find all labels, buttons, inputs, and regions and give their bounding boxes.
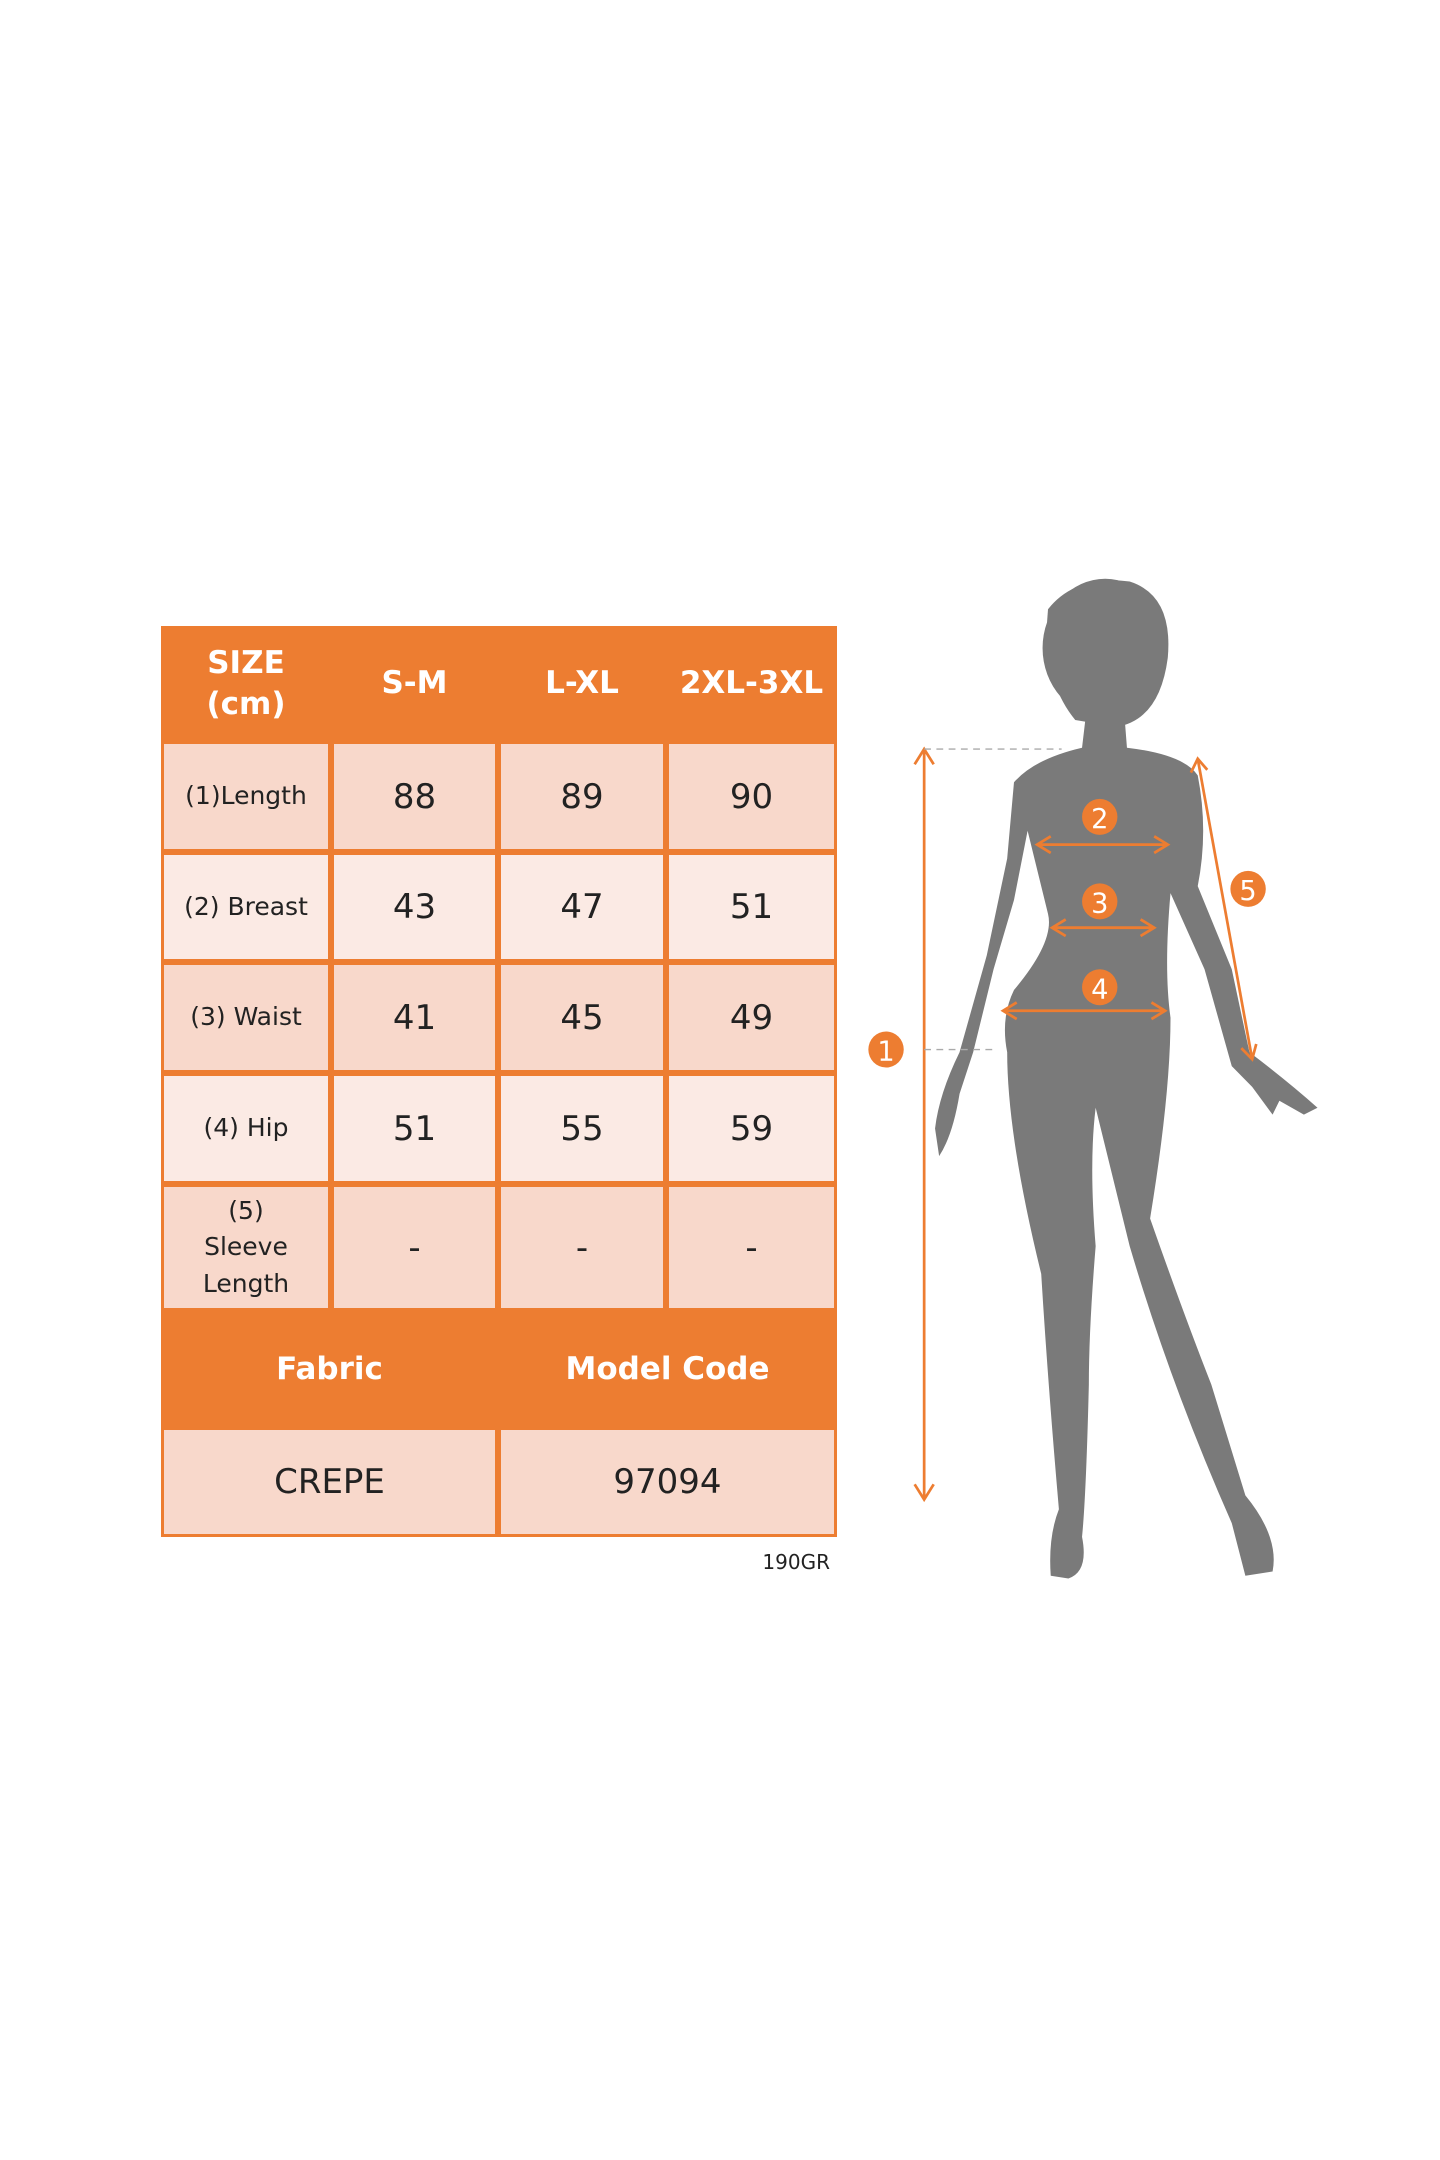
measurement-value: 51 bbox=[334, 1076, 495, 1181]
measurement-value: 47 bbox=[501, 855, 663, 959]
row-label: (3) Waist bbox=[164, 965, 328, 1070]
measurement-value: 90 bbox=[669, 744, 834, 849]
measurement-value: 55 bbox=[501, 1076, 663, 1181]
measurement-value: - bbox=[334, 1187, 495, 1308]
row-label: (2) Breast bbox=[164, 855, 328, 959]
svg-text:3: 3 bbox=[1091, 888, 1108, 919]
measurement-lines bbox=[913, 746, 1258, 1503]
size-column-header: 2XL-3XL bbox=[679, 665, 824, 702]
model-code-header: Model Code bbox=[565, 1350, 770, 1387]
marker-1: 1 bbox=[868, 1031, 904, 1068]
svg-text:2: 2 bbox=[1091, 804, 1108, 835]
size-header: SIZE (cm) bbox=[206, 645, 286, 722]
measurement-value: - bbox=[669, 1187, 834, 1308]
size-column-header: L-XL bbox=[545, 665, 619, 702]
model-code-value: 97094 bbox=[501, 1430, 834, 1534]
size-chart-table: SIZE (cm) S-M L-XL 2XL-3XL (1)Length 88 89 90 (2… bbox=[161, 626, 837, 1537]
row-label: (1)Length bbox=[164, 744, 328, 849]
measurement-value: 43 bbox=[334, 855, 495, 959]
measurement-value: 59 bbox=[669, 1076, 834, 1181]
fabric-header: Fabric bbox=[276, 1350, 383, 1387]
marker-2: 2 bbox=[1082, 798, 1118, 835]
marker-4: 4 bbox=[1082, 969, 1118, 1005]
fabric-value: CREPE bbox=[164, 1430, 495, 1534]
marker-3: 3 bbox=[1082, 883, 1118, 920]
measurement-value: 51 bbox=[669, 855, 834, 959]
size-column-header: S-M bbox=[381, 665, 448, 702]
woman-silhouette bbox=[935, 578, 1318, 1579]
svg-text:5: 5 bbox=[1239, 876, 1256, 907]
marker-5: 5 bbox=[1230, 870, 1266, 907]
measurement-value: 49 bbox=[669, 965, 834, 1070]
measurement-value: 41 bbox=[334, 965, 495, 1070]
svg-text:1: 1 bbox=[877, 1036, 894, 1067]
measurement-value: 45 bbox=[501, 965, 663, 1070]
row-label: (5) Sleeve Length bbox=[164, 1187, 328, 1308]
weight-code: 190GR bbox=[762, 1550, 830, 1574]
measurement-value: 88 bbox=[334, 744, 495, 849]
svg-text:4: 4 bbox=[1091, 974, 1108, 1005]
row-label: (4) Hip bbox=[164, 1076, 328, 1181]
measurement-value: - bbox=[501, 1187, 663, 1308]
measurement-value: 89 bbox=[501, 744, 663, 849]
